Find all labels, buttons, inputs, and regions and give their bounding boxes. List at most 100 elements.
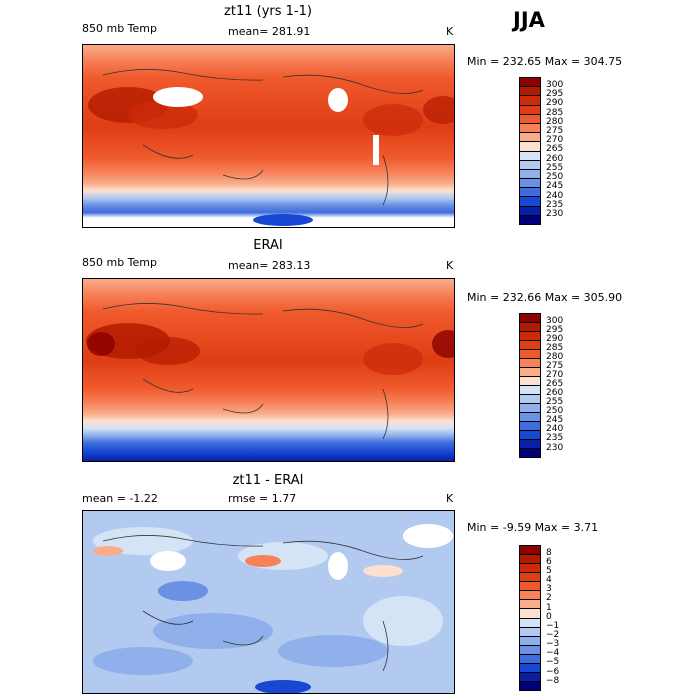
panel-3-mean-label: mean = -1.22 bbox=[82, 492, 158, 505]
tick-label: −2 bbox=[546, 630, 560, 640]
panel-2-variable-label: 850 mb Temp bbox=[82, 256, 158, 269]
panel-1-variable-label: 850 mb Temp bbox=[82, 22, 158, 35]
panel-1-range-label: Min = 232.65 Max = 304.75 bbox=[467, 55, 623, 68]
panel-1-colorbar-swatch bbox=[520, 105, 540, 115]
panel-1-colorbar-swatch bbox=[520, 179, 540, 189]
tick-label: 230 bbox=[546, 209, 564, 219]
panel-2-colorbar-swatch bbox=[520, 377, 540, 386]
tick-label: 275 bbox=[546, 361, 564, 371]
panel-3-colorbar-swatch bbox=[520, 636, 540, 646]
panel-3-colorbar-swatch bbox=[520, 672, 540, 682]
panel-2-colorbar-swatch bbox=[520, 422, 540, 431]
panel-3-colorbar-swatch bbox=[520, 654, 540, 664]
panel-3-colorbar-swatch bbox=[520, 573, 540, 583]
tick-label: 240 bbox=[546, 424, 564, 434]
panel-3-colorbar bbox=[519, 545, 541, 691]
tick-label: 0 bbox=[546, 612, 552, 622]
panel-1-map-field bbox=[83, 45, 454, 227]
tick-label: 235 bbox=[546, 200, 564, 210]
panel-1-colorbar-swatch bbox=[520, 188, 540, 198]
tick-label: 270 bbox=[546, 135, 564, 145]
panel-3-colorbar-swatch bbox=[520, 645, 540, 655]
tick-label: 285 bbox=[546, 343, 564, 353]
panel-3-colorbar-swatch bbox=[520, 663, 540, 673]
tick-label: 295 bbox=[546, 89, 564, 99]
panel-2-colorbar-swatch bbox=[520, 386, 540, 395]
panel-3-colorbar-swatch bbox=[520, 582, 540, 592]
panel-3-units: K bbox=[446, 492, 454, 505]
panel-3-colorbar-swatch bbox=[520, 555, 540, 565]
panel-2-units: K bbox=[446, 259, 454, 272]
tick-label: 280 bbox=[546, 117, 564, 127]
panel-3-map bbox=[82, 510, 455, 694]
panel-1-colorbar-swatch bbox=[520, 133, 540, 143]
tick-label: 295 bbox=[546, 325, 564, 335]
panel-2-colorbar bbox=[519, 313, 541, 458]
panel-1-colorbar-swatch bbox=[520, 206, 540, 216]
panel-3-colorbar-swatch bbox=[520, 618, 540, 628]
tick-label: 250 bbox=[546, 172, 564, 182]
tick-label: 270 bbox=[546, 370, 564, 380]
panel-1-colorbar-swatch bbox=[520, 114, 540, 124]
tick-label: 240 bbox=[546, 191, 564, 201]
panel-1-colorbar-swatch bbox=[520, 169, 540, 180]
panel-3-colorbar-swatch bbox=[520, 600, 540, 610]
panel-1-title: zt11 (yrs 1-1) bbox=[224, 4, 312, 19]
tick-label: 280 bbox=[546, 352, 564, 362]
panel-1-colorbar bbox=[519, 77, 541, 225]
panel-2-colorbar-swatch bbox=[520, 350, 540, 359]
panel-1-colorbar-swatch bbox=[520, 96, 540, 106]
panel-1-colorbar-swatch bbox=[520, 78, 540, 88]
panel-1-colorbar-swatch bbox=[520, 151, 540, 161]
panel-1-colorbar-swatch bbox=[520, 160, 540, 170]
panel-2-colorbar-swatch bbox=[520, 341, 540, 350]
tick-label: 230 bbox=[546, 443, 564, 453]
panel-3-map-field bbox=[83, 511, 454, 693]
panel-2-colorbar-swatch bbox=[520, 431, 540, 440]
panel-2-colorbar-swatch bbox=[520, 413, 540, 422]
tick-label: 4 bbox=[546, 575, 552, 585]
panel-1-map bbox=[82, 44, 455, 228]
panel-3-colorbar-swatch bbox=[520, 564, 540, 574]
tick-label: 260 bbox=[546, 388, 564, 398]
panel-1-mean-label: mean= 281.91 bbox=[228, 25, 311, 38]
panel-2-colorbar-swatch bbox=[520, 323, 540, 332]
tick-label: 300 bbox=[546, 316, 564, 326]
tick-label: 255 bbox=[546, 163, 564, 173]
tick-label: 255 bbox=[546, 397, 564, 407]
panel-2-colorbar-swatch bbox=[520, 404, 540, 413]
panel-2-colorbar-swatch bbox=[520, 332, 540, 341]
panel-2-colorbar-swatch bbox=[520, 368, 540, 377]
panel-3-colorbar-swatch bbox=[520, 627, 540, 637]
panel-1-colorbar-swatch bbox=[520, 215, 540, 224]
panel-2-range-label: Min = 232.66 Max = 305.90 bbox=[467, 291, 623, 304]
panel-1-colorbar-swatch bbox=[520, 142, 540, 152]
tick-label: 6 bbox=[546, 557, 552, 567]
tick-label: 235 bbox=[546, 433, 564, 443]
tick-label: 245 bbox=[546, 415, 564, 425]
tick-label: 290 bbox=[546, 334, 564, 344]
panel-3-colorbar-swatch bbox=[520, 591, 540, 601]
season-label: JJA bbox=[513, 8, 545, 32]
panel-2-colorbar-swatch bbox=[520, 440, 540, 449]
tick-label: 1 bbox=[546, 603, 552, 613]
tick-label: 2 bbox=[546, 593, 552, 603]
panel-1-colorbar-swatch bbox=[520, 87, 540, 97]
tick-label: 265 bbox=[546, 379, 564, 389]
tick-label: −6 bbox=[546, 667, 560, 677]
tick-label: 290 bbox=[546, 98, 564, 108]
panel-1-colorbar-swatch bbox=[520, 197, 540, 207]
tick-label: −8 bbox=[546, 676, 560, 686]
tick-label: −4 bbox=[546, 648, 560, 658]
tick-label: 5 bbox=[546, 566, 552, 576]
panel-2-map bbox=[82, 278, 455, 462]
tick-label: 8 bbox=[546, 548, 552, 558]
panel-2-map-field bbox=[83, 279, 454, 461]
tick-label: 260 bbox=[546, 154, 564, 164]
tick-label: 250 bbox=[546, 406, 564, 416]
panel-1-units: K bbox=[446, 25, 454, 38]
panel-3-colorbar-swatch bbox=[520, 609, 540, 619]
panel-2-colorbar-swatch bbox=[520, 314, 540, 323]
panel-3-colorbar-swatch bbox=[520, 546, 540, 556]
tick-label: −5 bbox=[546, 657, 560, 667]
